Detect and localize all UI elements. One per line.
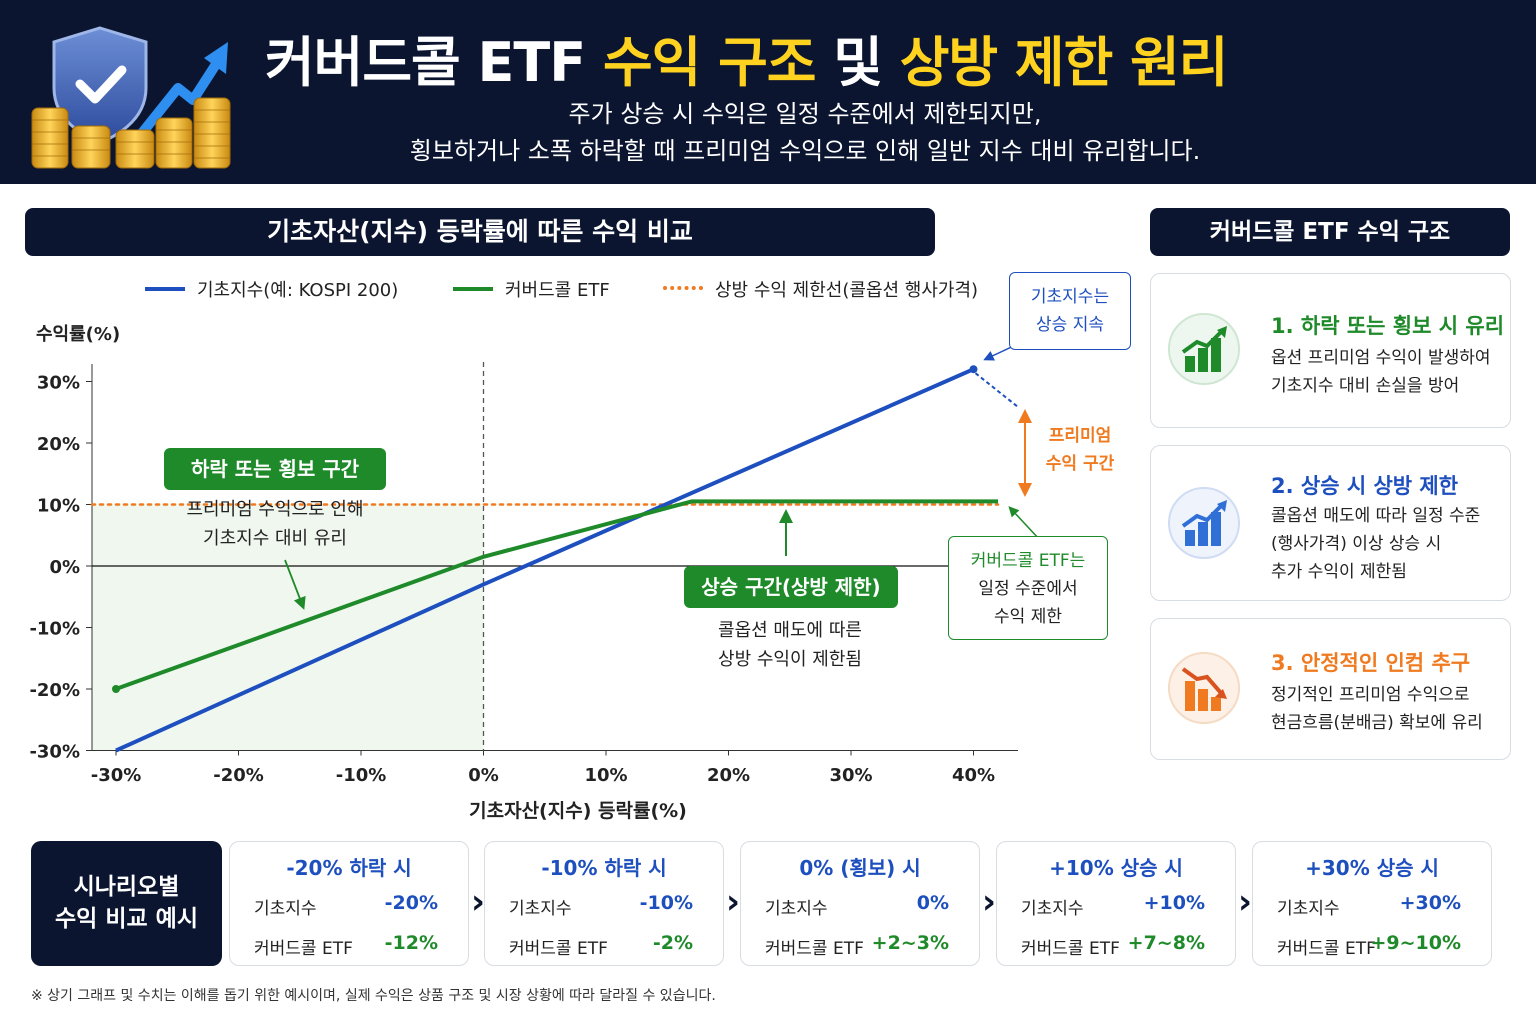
card-body: 정기적인 프리미엄 수익으로 현금흐름(분배금) 확보에 유리 — [1271, 685, 1483, 733]
card-stable-income: 3. 안정적인 인컴 추구 정기적인 프리미엄 수익으로 현금흐름(분배금) 확보… — [1150, 618, 1511, 760]
scenario-head: -20% 하락 시 — [286, 856, 412, 880]
scenario-cc-label: 커버드콜 ETF — [765, 939, 864, 959]
x-tick-label: 30% — [829, 765, 872, 786]
scenario-cc-value: -12% — [384, 932, 438, 954]
legend-label-index: 기초지수(예: KOSPI 200) — [197, 280, 399, 301]
scenario-index-value: +10% — [1143, 892, 1205, 914]
cc-box-arrow — [1008, 506, 1041, 541]
scenario-index-label: 기초지수 — [765, 899, 828, 919]
index-dashed-continuation — [974, 372, 1019, 408]
chart-section-title: 기초자산(지수) 등락률에 따른 수익 비교 — [25, 208, 935, 256]
x-axis-title: 기초자산(지수) 등락률(%) — [469, 800, 687, 822]
scenario-index-value: +30% — [1399, 892, 1461, 914]
scenario-cc-label: 커버드콜 ETF — [1021, 939, 1120, 959]
page-title: 커버드콜 ETF 수익 구조 및 상방 제한 원리 — [265, 31, 1228, 94]
sideways-zone-label: 하락 또는 횡보 구간 — [164, 448, 386, 490]
card-body: 콜옵션 매도에 따라 일정 수준 (행사가격) 이상 상승 시 추가 수익이 제한됨 — [1271, 506, 1481, 582]
scenario-cc-label: 커버드콜 ETF — [1277, 939, 1376, 959]
up-zone-label: 상승 구간(상방 제한) — [684, 566, 898, 608]
sideways-zone-desc: 프리미엄 수익으로 인해 기초지수 대비 유리 — [186, 499, 364, 549]
page-subtitle: 주가 상승 시 수익은 일정 수준에서 제한되지만, 횡보하거나 소폭 하락할 … — [409, 100, 1201, 165]
legend-label-covered-call: 커버드콜 ETF — [505, 280, 610, 301]
y-tick-label: 20% — [37, 434, 80, 455]
index-continues-box: 기초지수는 상승 지속 — [1009, 272, 1131, 350]
scenario-cc-label: 커버드콜 ETF — [509, 939, 608, 959]
scenario-cc-value: -2% — [652, 932, 693, 954]
x-tick-label: 10% — [584, 765, 627, 786]
scenario-cc-value: +7~8% — [1127, 932, 1205, 954]
x-tick-label: -30% — [91, 765, 142, 786]
card-title: 3. 안정적인 인컴 추구 — [1271, 651, 1471, 675]
scenario-index-value: -10% — [639, 892, 693, 914]
scenario-head: 0% (횡보) 시 — [799, 856, 921, 880]
legend-swatch-covered-call — [453, 287, 493, 291]
x-tick-label: 0% — [468, 765, 499, 786]
blue-bar-chart-icon — [1168, 487, 1240, 559]
card-title: 1. 하락 또는 횡보 시 유리 — [1271, 314, 1505, 338]
y-axis-title: 수익률(%) — [36, 324, 120, 345]
scenario-index-value: 0% — [916, 892, 949, 914]
up-zone-desc: 콜옵션 매도에 따른 상방 수익이 제한됨 — [718, 620, 862, 670]
payoff-chart: 30% 20% 10% 0% -10% -20% -30% -30% -20% -10% 0% 10%… — [29, 324, 1041, 822]
premium-zone-label: 프리미엄 수익 구간 — [1045, 426, 1115, 474]
chevron-right-icon: › — [982, 882, 997, 922]
x-tick-label: 40% — [952, 765, 995, 786]
covered-call-series-line — [115, 499, 998, 691]
chevron-right-icon: › — [1238, 882, 1253, 922]
y-tick-label: -30% — [29, 742, 80, 763]
structure-section-title: 커버드콜 ETF 수익 구조 — [1150, 208, 1510, 256]
footnote: ※ 상기 그래프 및 수치는 이해를 돕기 위한 예시이며, 실제 수익은 상품… — [31, 988, 716, 1004]
scenario-index-label: 기초지수 — [1277, 899, 1340, 919]
covered-call-start-point — [112, 685, 120, 693]
orange-down-chart-icon — [1168, 652, 1240, 724]
scenario-index-label: 기초지수 — [509, 899, 572, 919]
scenario-index-label: 기초지수 — [254, 899, 317, 919]
covered-call-cap-box: 커버드콜 ETF는 일정 수준에서 수익 제한 — [948, 536, 1108, 640]
x-tick-label: -20% — [213, 765, 264, 786]
y-tick-label: -20% — [29, 680, 80, 701]
x-tick-label: 20% — [707, 765, 750, 786]
scenario-index-value: -20% — [384, 892, 438, 914]
legend-label-cap-line: 상방 수익 제한선(콜옵션 행사가격) — [715, 280, 979, 301]
card-sideways-advantage: 1. 하락 또는 횡보 시 유리 옵션 프리미엄 수익이 발생하여 기초지수 대비… — [1150, 273, 1511, 428]
y-tick-label: 0% — [49, 557, 80, 578]
scenario-label: 시나리오별 수익 비교 예시 — [31, 841, 222, 966]
y-tick-label: 10% — [37, 496, 80, 517]
sideways-zone-arrow — [284, 559, 306, 610]
y-tick-label: 30% — [37, 373, 80, 394]
scenario-head: +10% 상승 시 — [1049, 856, 1183, 880]
chevron-right-icon: › — [726, 882, 741, 922]
index-end-point — [969, 365, 978, 374]
legend-swatch-cap-line — [663, 286, 703, 290]
card-upside-cap: 2. 상승 시 상방 제한 콜옵션 매도에 따라 일정 수준 (행사가격) 이상 … — [1150, 445, 1511, 601]
green-bar-chart-icon — [1168, 313, 1240, 385]
legend-swatch-index — [145, 287, 185, 291]
shield-check-coins-icon — [31, 26, 231, 169]
scenario-head: +30% 상승 시 — [1305, 856, 1439, 880]
x-tick-label: -10% — [336, 765, 387, 786]
chevron-right-icon: › — [471, 882, 486, 922]
card-title: 2. 상승 시 상방 제한 — [1271, 474, 1459, 498]
scenario-head: -10% 하락 시 — [541, 856, 667, 880]
scenario-index-label: 기초지수 — [1021, 899, 1084, 919]
scenario-cc-value: +9~10% — [1370, 932, 1461, 954]
y-tick-label: -10% — [29, 619, 80, 640]
card-body: 옵션 프리미엄 수익이 발생하여 기초지수 대비 손실을 방어 — [1271, 348, 1491, 396]
header-banner: 커버드콜 ETF 수익 구조 및 상방 제한 원리 주가 상승 시 수익은 일정… — [0, 0, 1536, 184]
index-series-line — [115, 367, 975, 753]
scenario-cc-label: 커버드콜 ETF — [254, 939, 353, 959]
scenario-cc-value: +2~3% — [871, 932, 949, 954]
